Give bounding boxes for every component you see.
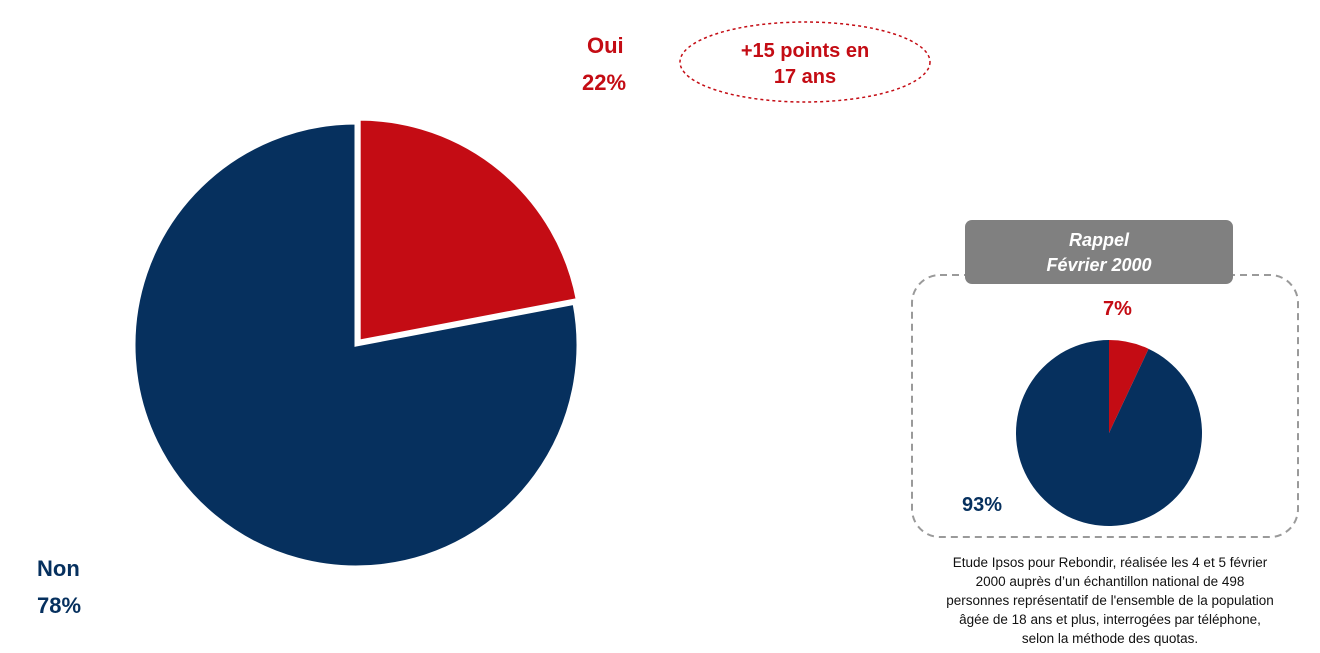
- value-label: 78%: [37, 593, 82, 618]
- category-label: Non: [37, 556, 80, 581]
- inset-title: Rappel Février 2000: [1046, 230, 1152, 275]
- value-label: 7%: [1103, 298, 1132, 320]
- value-label: 22%: [582, 70, 627, 95]
- inset-title-box: [965, 220, 1233, 284]
- annotation-ellipse: [679, 21, 931, 103]
- value-label: 93%: [962, 494, 1003, 516]
- category-label: Oui: [587, 33, 624, 58]
- pie-slice: [132, 121, 580, 569]
- pie-slice: [1016, 340, 1202, 526]
- pie-slice: [1109, 340, 1149, 433]
- annotation: +15 points en 17 ans: [740, 40, 870, 88]
- pie-slice: [357, 117, 580, 343]
- footnote: Etude Ipsos pour Rebondir, réalisée les …: [946, 555, 1274, 646]
